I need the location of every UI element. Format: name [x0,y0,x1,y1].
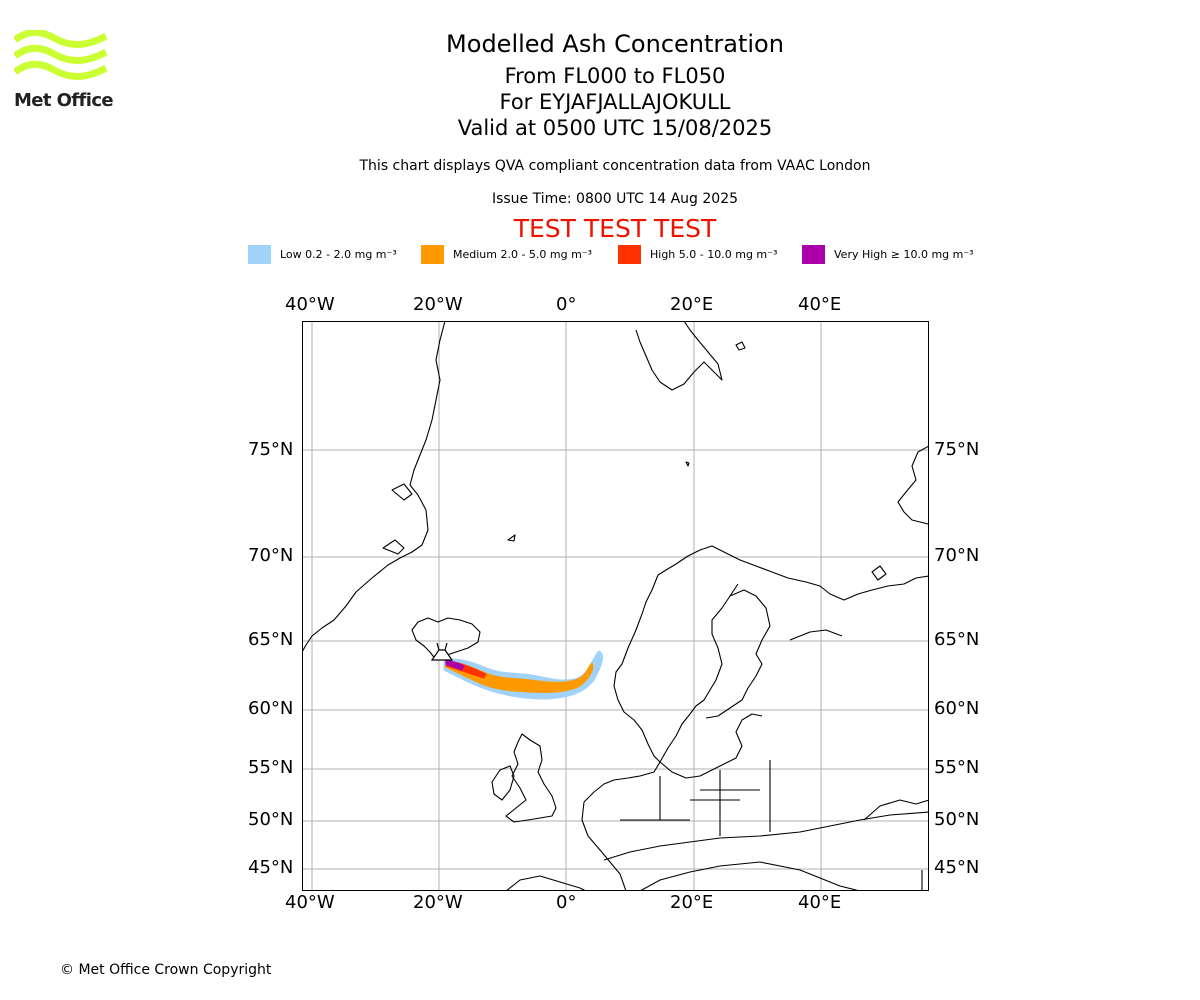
lat-label-right-55n: 55°N [934,757,980,778]
lon-label-bottom-20e: 20°E [670,892,714,913]
lat-label-left-70n: 70°N [248,545,294,566]
legend-item-very-high: Very High ≥ 10.0 mg m⁻³ [802,244,974,264]
legend-swatch-high [618,244,641,264]
issue-time: Issue Time: 0800 UTC 14 Aug 2025 [491,191,739,207]
coastlines [302,321,929,891]
lon-label-top-20e: 20°E [670,294,714,315]
logo-text: Met Office [14,90,114,111]
met-office-waves-icon [12,28,108,80]
lon-label-bottom-0: 0° [556,892,577,913]
chart-description: This chart displays QVA compliant concen… [359,158,871,174]
svalbard-coast [635,321,723,391]
ash-cloud [443,650,604,700]
novaya-zemlya-coast [897,445,929,525]
lon-label-bottom-40e: 40°E [798,892,842,913]
lat-label-right-70n: 70°N [934,545,980,566]
volcano-icon [430,642,454,661]
scandinavia-coast [657,545,929,601]
lat-label-left-65n: 65°N [248,629,294,650]
legend-label-medium: Medium 2.0 - 5.0 mg m⁻³ [453,247,593,261]
legend-item-high: High 5.0 - 10.0 mg m⁻³ [618,244,777,264]
flight-level-range: From FL000 to FL050 [504,64,726,88]
legend-item-medium: Medium 2.0 - 5.0 mg m⁻³ [421,244,592,264]
lat-label-right-65n: 65°N [934,629,980,650]
iceland-coast [411,617,481,661]
legend-label-high: High 5.0 - 10.0 mg m⁻³ [650,247,778,261]
lon-label-top-40w: 40°W [285,294,335,315]
chart-title: Modelled Ash Concentration [446,30,784,58]
lat-label-right-75n: 75°N [934,439,980,460]
baltic-coast [659,713,763,779]
lat-label-right-60n: 60°N [934,698,980,719]
legend-label-very-high: Very High ≥ 10.0 mg m⁻³ [834,247,974,261]
test-banner: TEST TEST TEST [513,214,717,243]
graticule [302,321,929,891]
greenland-coast [302,321,446,653]
lat-label-left-55n: 55°N [248,757,294,778]
met-office-logo: Met Office [12,28,114,112]
lat-label-left-50n: 50°N [248,809,294,830]
copyright-notice: © Met Office Crown Copyright [60,962,272,978]
legend-swatch-medium [421,244,444,264]
map-frame [302,321,929,891]
lon-label-top-0: 0° [556,294,577,315]
legend-label-low: Low 0.2 - 2.0 mg m⁻³ [280,247,397,261]
britain-coast [505,733,557,823]
lon-label-bottom-40w: 40°W [285,892,335,913]
ash-very-high-region [445,659,465,671]
legend-swatch-very-high [802,244,825,264]
lat-label-left-45n: 45°N [248,857,294,878]
lon-label-top-40e: 40°E [798,294,842,315]
legend-swatch-low [248,244,271,264]
lat-label-right-50n: 50°N [934,809,980,830]
lon-label-bottom-20w: 20°W [413,892,463,913]
lon-label-top-20w: 20°W [413,294,463,315]
ash-medium-region [445,660,594,693]
lat-label-left-60n: 60°N [248,698,294,719]
ireland-coast [491,765,515,801]
legend-item-low: Low 0.2 - 2.0 mg m⁻³ [248,244,397,264]
ash-map [302,321,929,891]
lat-label-left-75n: 75°N [248,439,294,460]
valid-time: Valid at 0500 UTC 15/08/2025 [457,116,773,140]
lat-label-right-45n: 45°N [934,857,980,878]
volcano-name: For EYJAFJALLAJOKULL [499,90,731,114]
